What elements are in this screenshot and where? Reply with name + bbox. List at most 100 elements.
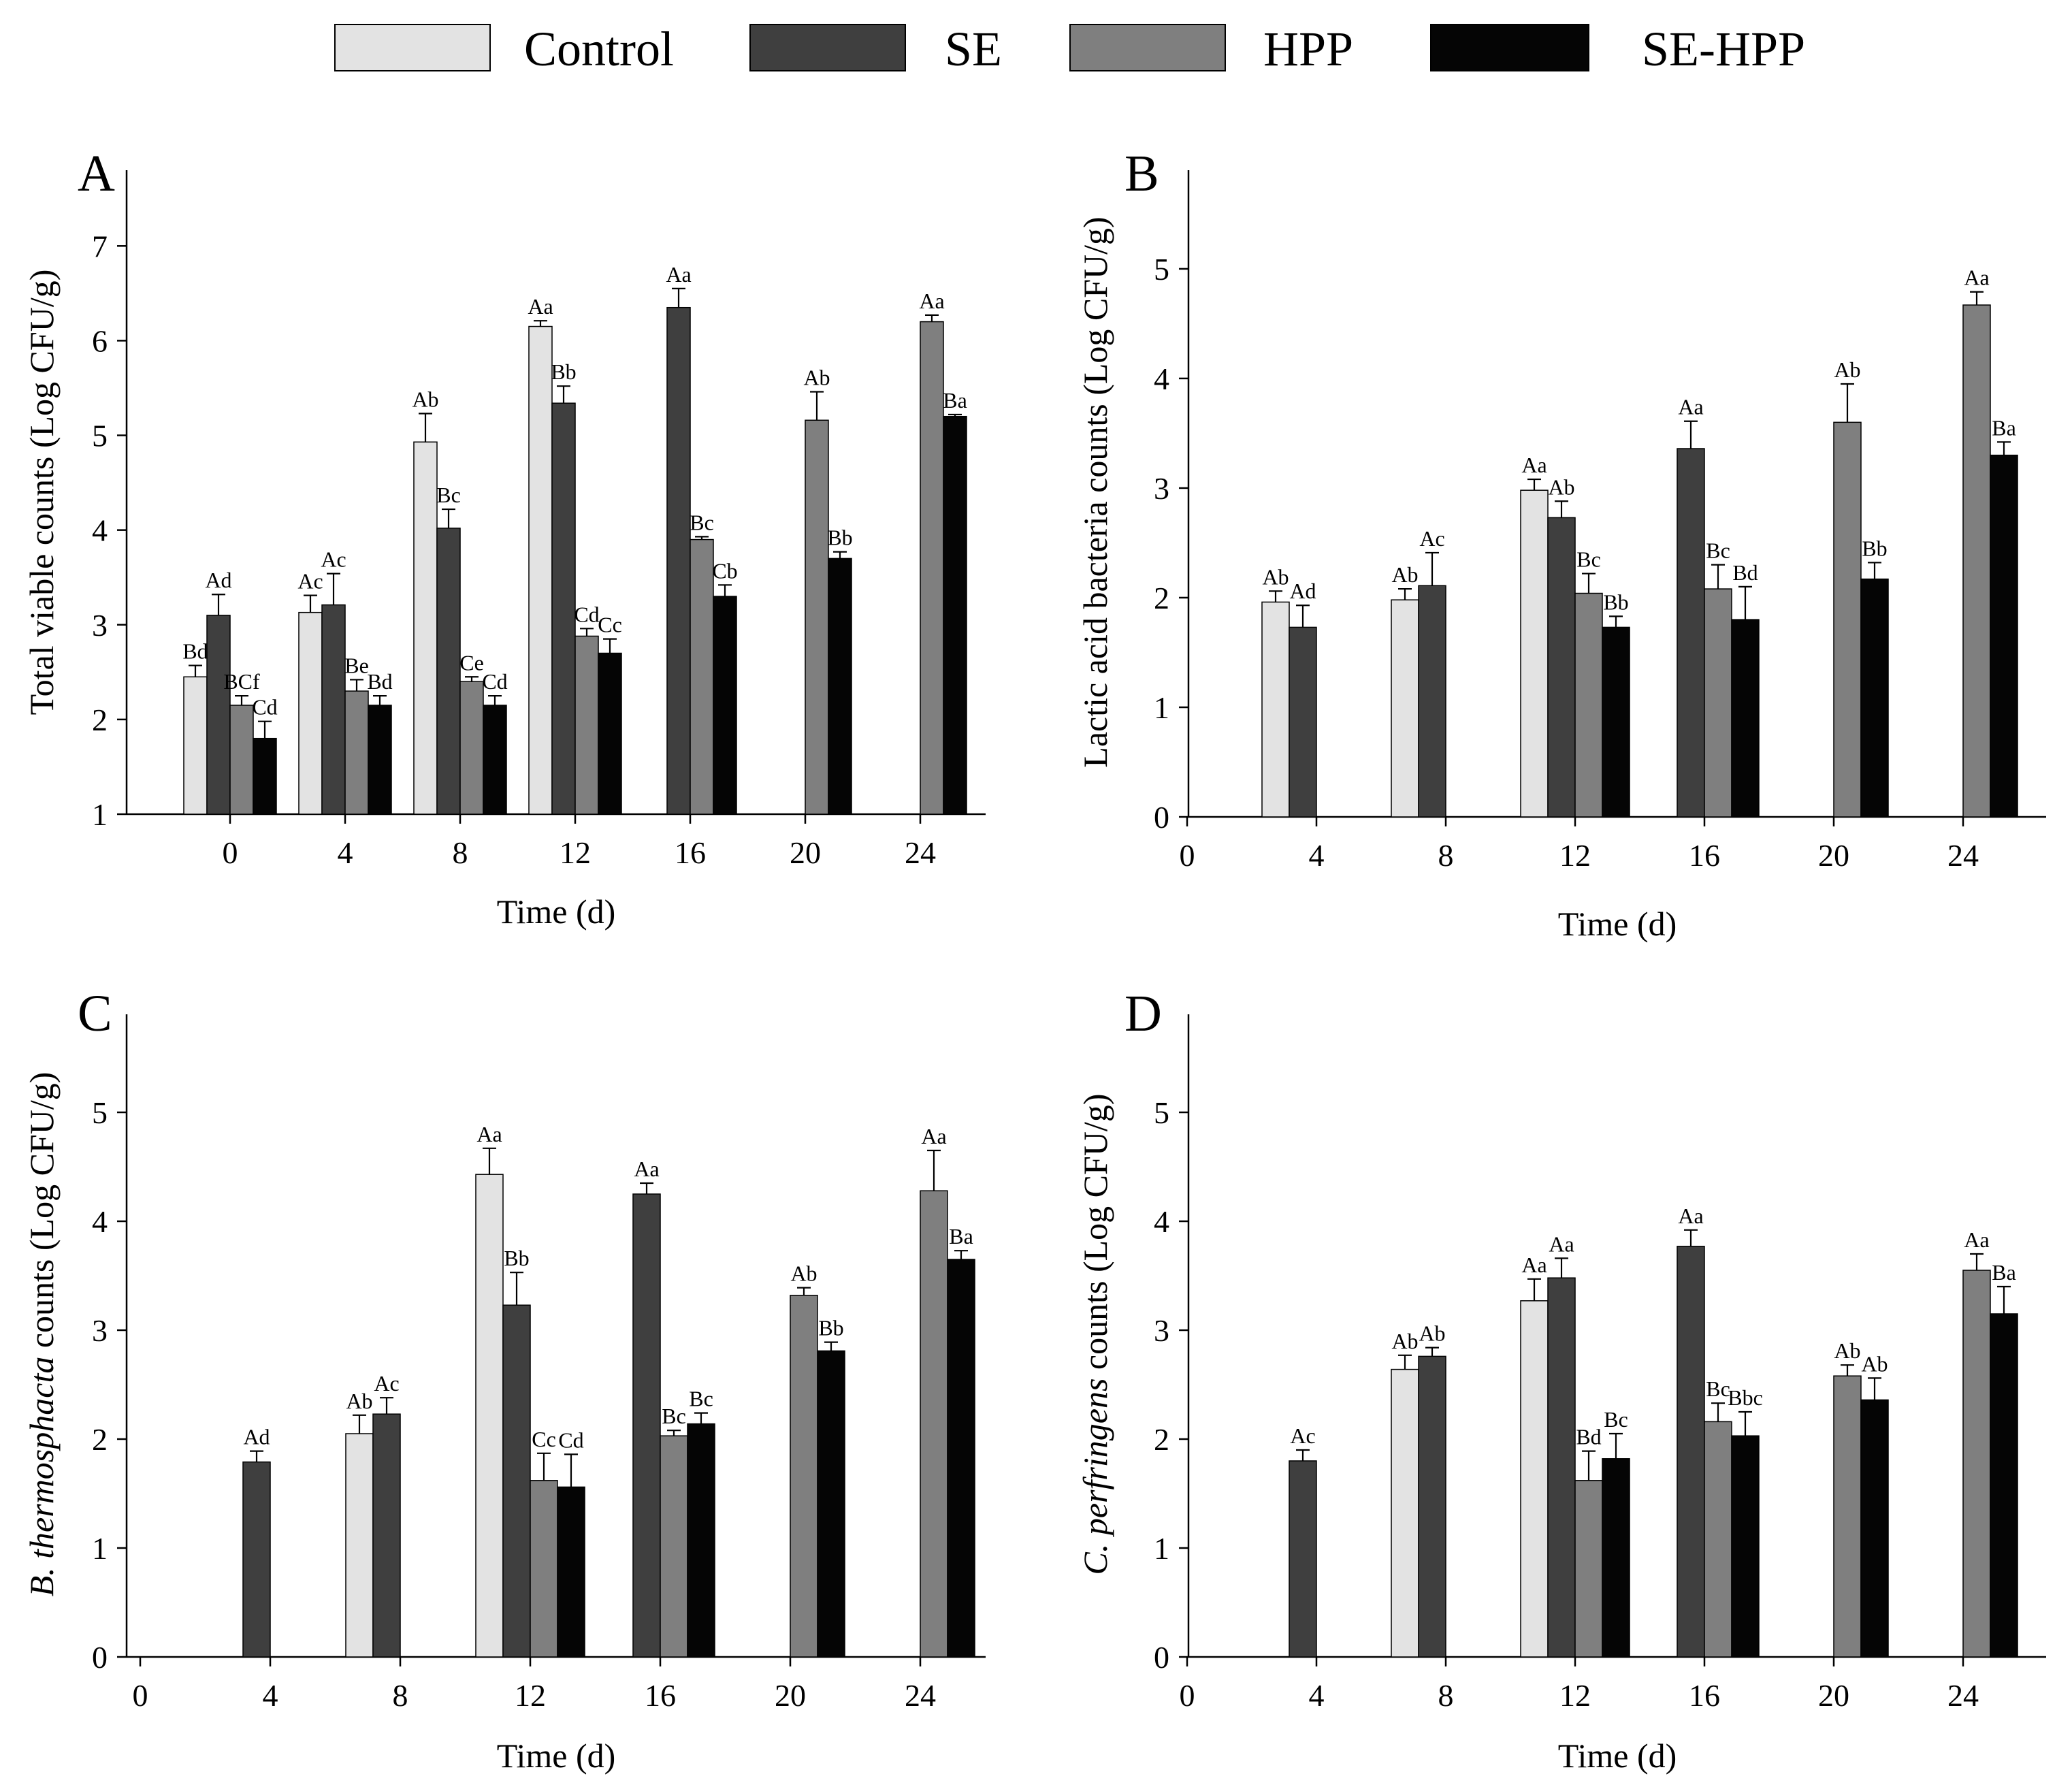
significance-label: Ab [346, 1389, 372, 1413]
x-tick-label: 24 [905, 1678, 936, 1713]
significance-label: Ab [790, 1261, 817, 1286]
bar [1860, 1399, 1889, 1658]
series-control: Ab Aa [345, 1122, 504, 1658]
significance-label: Bc [689, 1387, 713, 1411]
bar [1833, 421, 1862, 818]
x-tick-label: 0 [1180, 838, 1195, 873]
x-tick-label: 12 [1559, 838, 1591, 873]
significance-label: Bc [662, 1404, 686, 1428]
significance-label: Bc [1706, 1376, 1730, 1401]
bar [666, 306, 691, 815]
significance-label: Aa [666, 262, 691, 287]
x-tick-label: 12 [1559, 1678, 1591, 1713]
legend-swatch [749, 24, 906, 71]
bar [183, 676, 208, 815]
x-tick-label: 0 [1180, 1678, 1195, 1713]
bar [413, 441, 438, 815]
significance-label: Ce [459, 650, 484, 675]
x-tick-label: 8 [1438, 838, 1454, 873]
significance-label: Aa [634, 1157, 659, 1181]
bar [790, 1295, 818, 1658]
legend-label: Control [524, 22, 674, 76]
x-tick-label: 8 [1438, 1678, 1454, 1713]
bar [206, 615, 231, 815]
y-tick-label: 2 [1154, 1422, 1169, 1457]
significance-label: Bd [182, 639, 208, 664]
bar [1860, 578, 1889, 818]
bar [1677, 1246, 1705, 1658]
bar [1990, 1313, 2018, 1658]
x-tick-label: 20 [775, 1678, 806, 1713]
legend-swatch [1069, 24, 1226, 71]
significance-label: Ab [1861, 1351, 1888, 1376]
bar [1574, 1480, 1603, 1658]
bar [459, 681, 484, 815]
y-tick-label: 1 [92, 797, 108, 832]
bar [321, 604, 346, 815]
series-hpp: Cc Bc Ab Aa [530, 1124, 948, 1658]
y-axis-title: Total viable counts (Log CFU/g) [22, 270, 61, 715]
y-axis-title: C. perfringens counts (Log CFU/g) [1076, 1094, 1114, 1575]
y-tick-label: 1 [1154, 690, 1169, 725]
panel-letter: B [1124, 145, 1159, 202]
significance-label: Cc [532, 1427, 556, 1451]
bar [632, 1193, 661, 1658]
legend-label: HPP [1263, 22, 1353, 76]
y-axis-title-unit: counts (Log CFU/g) [22, 1072, 61, 1357]
significance-label: Ba [943, 388, 967, 413]
y-axis-title: Lactic acid bacteria counts (Log CFU/g) [1076, 216, 1114, 767]
significance-label: Bb [504, 1246, 529, 1270]
legend-label: SE-HPP [1642, 22, 1805, 76]
y-tick-label: 2 [92, 1422, 108, 1457]
bar [502, 1304, 531, 1658]
x-tick-label: 16 [1689, 838, 1720, 873]
bar [551, 402, 576, 815]
significance-label: Ab [1548, 474, 1574, 499]
x-axis-title: Time (d) [1558, 905, 1677, 943]
bar [1289, 626, 1317, 818]
bar [920, 321, 944, 815]
bar [253, 737, 277, 815]
bar [1520, 489, 1549, 818]
bar [1962, 304, 1991, 818]
significance-label: Bc [690, 510, 714, 534]
x-tick-label: 20 [1818, 1678, 1849, 1713]
y-tick-label: 4 [92, 513, 108, 548]
bar [1547, 517, 1576, 818]
y-tick-label: 4 [1154, 1204, 1169, 1239]
significance-label: Ba [1992, 1260, 2016, 1285]
series-se: Ad Ac Bb Aa [242, 1157, 661, 1658]
significance-label: Ab [803, 366, 830, 390]
significance-label: Aa [921, 1124, 946, 1148]
significance-label: Cd [574, 602, 599, 626]
y-axis-title-organism: C. perfringens [1076, 1379, 1114, 1575]
significance-label: Aa [528, 294, 553, 319]
y-tick-label: 3 [92, 1313, 108, 1348]
y-tick-label: 5 [1154, 252, 1169, 287]
bar [690, 538, 714, 815]
x-tick-label: 4 [1309, 838, 1325, 873]
bar [1574, 592, 1603, 818]
significance-label: Ac [321, 547, 346, 572]
x-tick-label: 20 [790, 835, 821, 870]
significance-label: Bc [1576, 547, 1601, 572]
significance-label: BCf [223, 669, 260, 694]
x-tick-label: 4 [338, 835, 353, 870]
significance-label: Ac [374, 1371, 399, 1396]
significance-label: Ab [1262, 564, 1289, 589]
significance-label: Ac [297, 569, 323, 594]
bar [660, 1435, 688, 1658]
bar [483, 705, 507, 815]
significance-label: Bc [1604, 1407, 1628, 1432]
y-axis-title: B. thermosphacta counts (Log CFU/g) [22, 1072, 61, 1597]
series-se-hpp: Bb Bd Bb Ba [1602, 415, 2018, 818]
x-axis-title: Time (d) [1558, 1737, 1677, 1775]
bar [1731, 619, 1760, 818]
y-tick-label: 0 [92, 1640, 108, 1675]
significance-label: Aa [476, 1122, 502, 1146]
